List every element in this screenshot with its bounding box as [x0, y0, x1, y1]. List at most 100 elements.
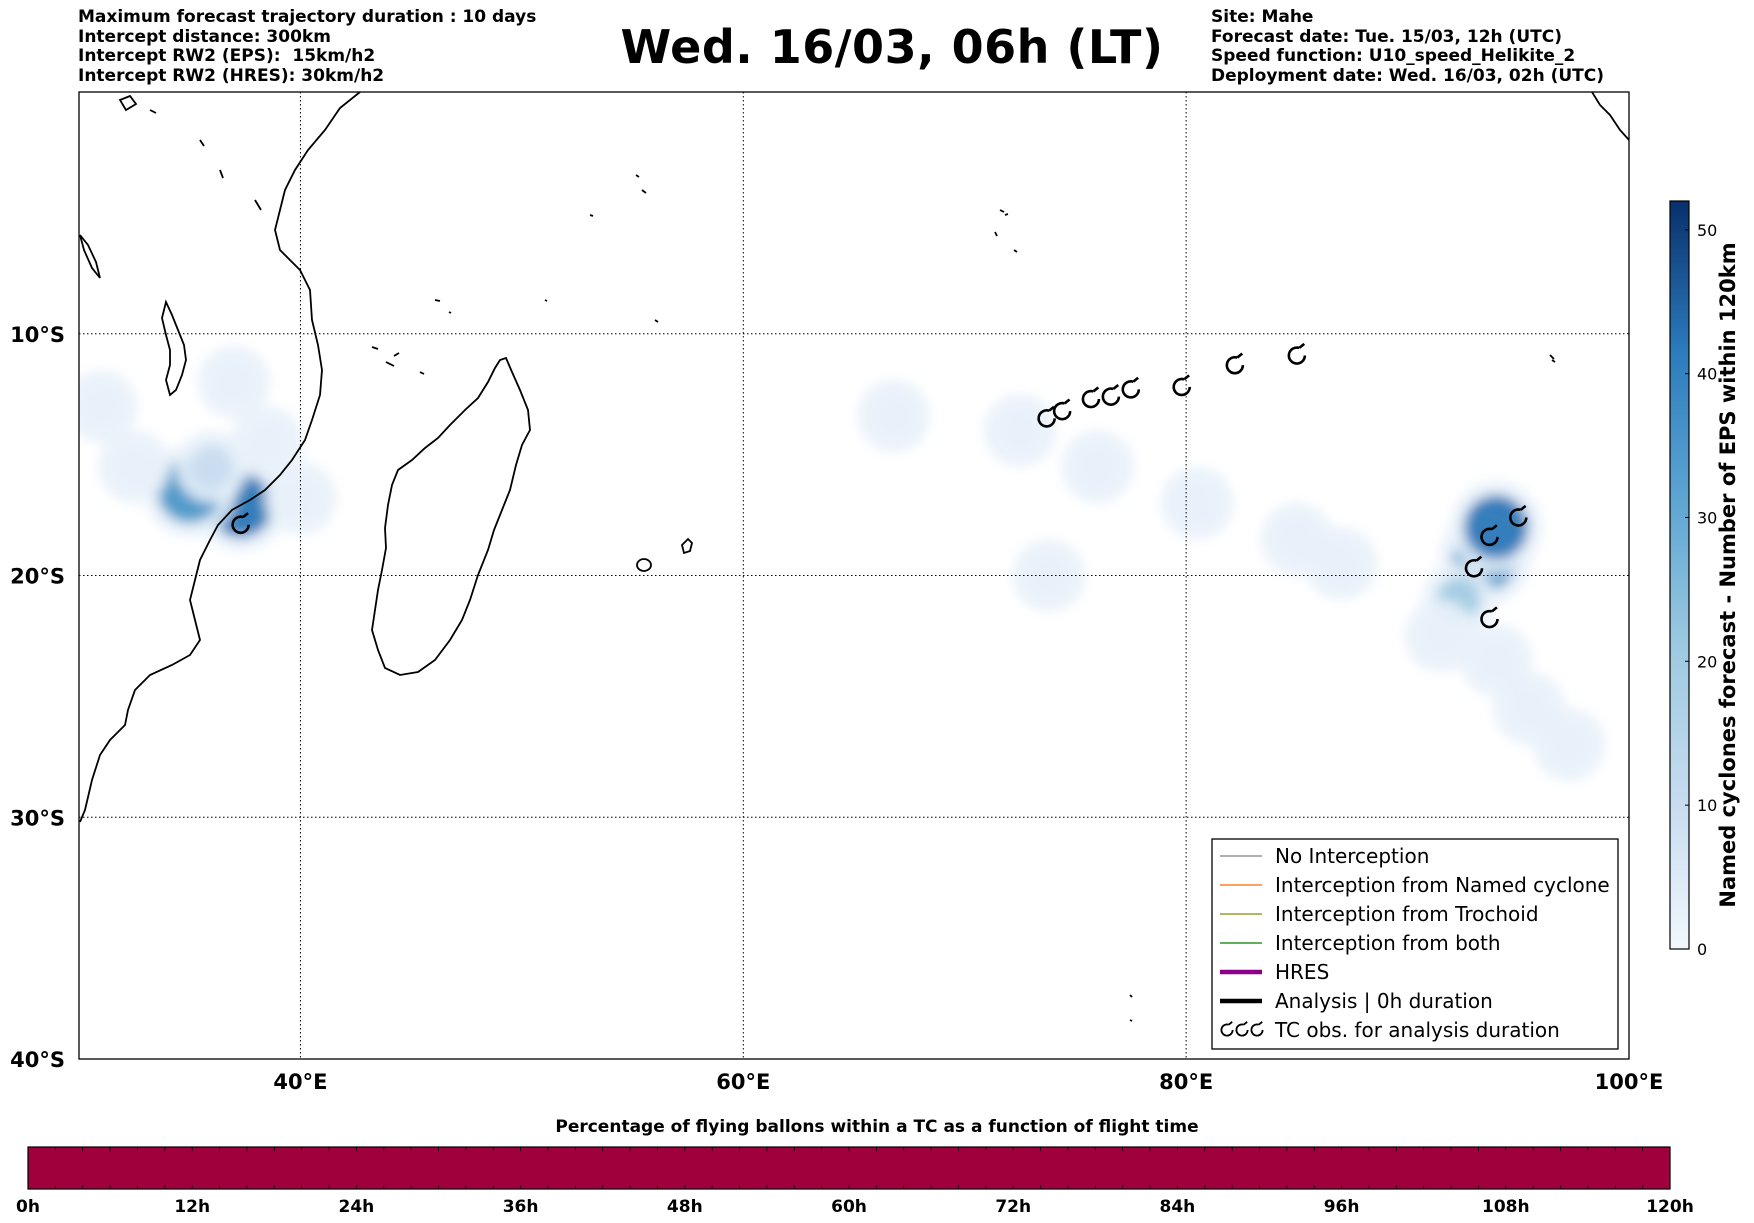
colorbar-tick-label: 40: [1697, 365, 1717, 384]
legend-item: HRES: [1220, 960, 1329, 984]
timebar-title: Percentage of flying ballons within a TC…: [555, 1117, 1199, 1137]
timebar-tick-label: 36h: [503, 1197, 539, 1217]
legend-item: Analysis | 0h duration: [1220, 989, 1493, 1013]
timebar-tick-label: 120h: [1646, 1197, 1694, 1217]
density-blob: [1547, 722, 1592, 767]
lon-tick-label: 60°E: [716, 1070, 770, 1094]
axis-tick-labels: 40°E 60°E 80°E 100°E 10°S 20°S 30°S 40°S: [10, 323, 1663, 1094]
timebar-tick-label: 12h: [174, 1197, 210, 1217]
forecast-date-text: Forecast date: Tue. 15/03, 12h (UTC): [1211, 26, 1562, 47]
tc-observation-marker: [1172, 374, 1192, 397]
legend-label: Interception from both: [1275, 931, 1501, 955]
tc-observation-marker: [1509, 504, 1528, 527]
tc-observation-marker: [1037, 405, 1056, 428]
legend-label: Analysis | 0h duration: [1275, 989, 1493, 1013]
site-text: Site: Mahe: [1211, 7, 1314, 27]
timebar: 0h 12h 24h 36h 48h 60h 72h 84h 96h 108h 120h: [16, 1146, 1694, 1217]
intercept-hres-text: Intercept RW2 (HRES): 30km/h2: [78, 65, 385, 86]
tc-observation-marker: [1287, 342, 1307, 365]
density-blob: [212, 360, 256, 405]
colorbar-tick-label: 20: [1697, 652, 1717, 671]
legend-label: TC obs. for analysis duration: [1274, 1018, 1560, 1042]
timebar-tick-label: 48h: [667, 1197, 703, 1217]
lat-tick-label: 20°S: [10, 565, 65, 589]
density-blob: [871, 393, 916, 438]
run-info-left: Maximum forecast trajectory duration : 1…: [78, 7, 537, 86]
tc-observation-marker: [1225, 352, 1245, 375]
north-african-coast-details: [118, 94, 262, 211]
colorbar-tick-label: 10: [1697, 796, 1717, 815]
sumatra-fragment: [1591, 92, 1629, 141]
legend-label: HRES: [1275, 960, 1329, 984]
seychelles-islands: [434, 174, 659, 323]
legend-label: Interception from Trochoid: [1275, 902, 1539, 926]
density-blob: [1175, 480, 1220, 525]
timebar-tick-label: 84h: [1160, 1197, 1196, 1217]
tc-observation-marker: [1464, 555, 1484, 578]
map-title: Wed. 16/03, 06h (LT): [620, 20, 1164, 74]
lat-tick-label: 30°S: [10, 806, 65, 830]
density-blob: [245, 420, 290, 465]
tc-observation-marker: [1220, 1021, 1234, 1037]
lon-tick-label: 40°E: [273, 1070, 327, 1094]
deployment-date-text: Deployment date: Wed. 16/03, 02h (UTC): [1211, 65, 1605, 86]
density-blob: [1026, 553, 1071, 598]
tc-observation-marker: [1235, 1021, 1249, 1037]
density-blob: [1507, 686, 1552, 731]
tc-observation-marker: [1480, 524, 1499, 547]
lon-tick-label: 100°E: [1595, 1070, 1664, 1094]
intercept-eps-text: Intercept RW2 (EPS): 15km/h2: [78, 46, 376, 66]
africa-coastline: [79, 92, 361, 823]
density-blob: [278, 476, 323, 521]
comoros-islands: [371, 346, 425, 375]
tc-observation-marker: [231, 512, 250, 535]
cyclone-density-layer: [79, 346, 1606, 781]
madagascar-coastline: [371, 356, 531, 676]
colorbar-gradient: [1669, 200, 1690, 950]
legend-item: Interception from both: [1220, 931, 1501, 955]
density-blob: [1319, 541, 1364, 586]
lat-tick-label: 10°S: [10, 323, 65, 347]
legend-item: No Interception: [1220, 844, 1429, 868]
timebar-tick-label: 60h: [831, 1197, 867, 1217]
timebar-tick-label: 0h: [16, 1197, 40, 1217]
colorbar-tick-label: 0: [1697, 940, 1707, 959]
cocos-islands: [1549, 354, 1556, 363]
colorbar-label: Named cyclones forecast - Number of EPS …: [1716, 242, 1740, 907]
intercept-distance-text: Intercept distance: 300km: [78, 26, 331, 47]
density-blob: [1474, 638, 1519, 683]
timebar-tick-label: 24h: [339, 1197, 375, 1217]
legend-item: TC obs. for analysis duration: [1220, 1018, 1560, 1042]
lat-tick-label: 40°S: [10, 1048, 65, 1072]
density-blob: [112, 444, 157, 489]
legend-item: Interception from Named cyclone: [1220, 873, 1610, 897]
colorbar-tick-label: 30: [1697, 508, 1717, 527]
lon-tick-label: 80°E: [1159, 1070, 1213, 1094]
legend-label: No Interception: [1275, 844, 1429, 868]
colorbar: 0 10 20 30 40 50 Named cyclones forecast - Nu…: [1669, 200, 1740, 959]
max-duration-text: Maximum forecast trajectory duration : 1…: [78, 7, 537, 27]
timebar-fill: [27, 1146, 1671, 1190]
density-blob: [1075, 444, 1120, 489]
tc-observation-marker: [1250, 1021, 1264, 1037]
legend-label: Interception from Named cyclone: [1275, 873, 1610, 897]
amsterdam-island: [1129, 994, 1133, 1022]
tc-observation-marker: [1121, 376, 1141, 399]
lake-malawi-outline: [161, 299, 187, 397]
tc-observation-marker: [1480, 606, 1499, 629]
chagos-islands: [994, 209, 1018, 253]
legend-box: No Interception Interception from Named c…: [1211, 838, 1619, 1050]
speed-function-text: Speed function: U10_speed_Helikite_2: [1211, 46, 1576, 66]
map-frame: [78, 91, 1630, 1060]
tc-observation-marker: [1052, 398, 1072, 421]
map-title-container: Wed. 16/03, 06h (LT): [0, 20, 1754, 74]
mauritius-island: [636, 558, 652, 572]
run-info-right: Site: Mahe Forecast date: Tue. 15/03, 12…: [1211, 7, 1605, 86]
colorbar-tick-label: 50: [1697, 221, 1717, 240]
tc-observation-marker: [1081, 386, 1101, 409]
timebar-tick-label: 96h: [1324, 1197, 1360, 1217]
density-blob: [998, 408, 1043, 453]
timebar-tick-label: 108h: [1482, 1197, 1530, 1217]
reunion-island: [681, 537, 693, 555]
